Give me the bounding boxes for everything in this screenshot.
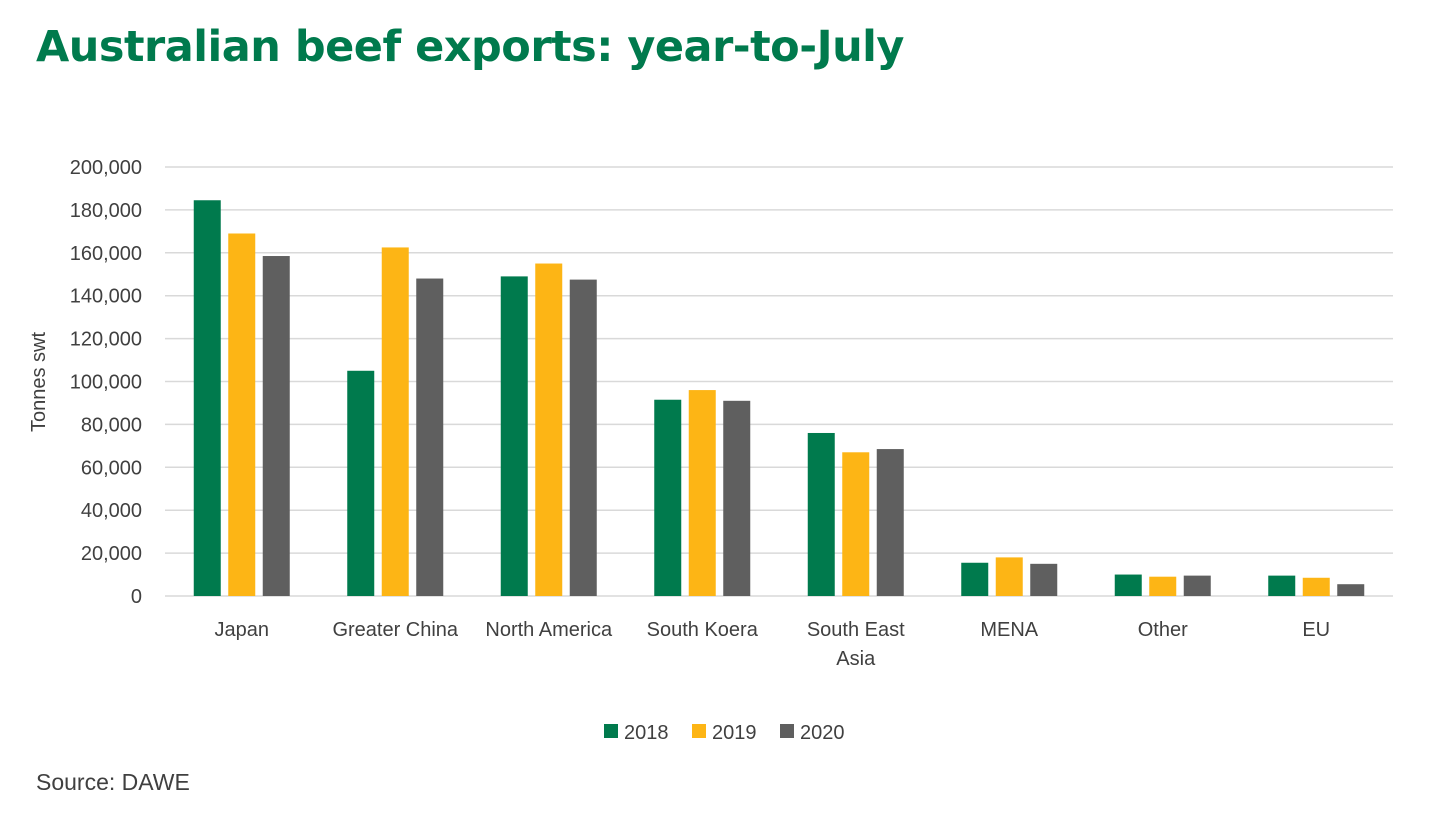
bar-2020 — [1030, 563, 1058, 596]
x-category-label: Japan — [215, 619, 270, 641]
legend-label-2020: 2020 — [800, 722, 845, 744]
bar-2019 — [381, 247, 409, 596]
bar-2018 — [500, 276, 528, 596]
bar-2020 — [876, 449, 904, 596]
bar-2018 — [193, 200, 221, 596]
bar-2019 — [228, 233, 256, 596]
chart-title: Australian beef exports: year-to-July — [36, 22, 904, 72]
y-axis-tick-labels: 0 20,000 40,000 60,000 80,000 100,000 120,000 1… — [70, 157, 142, 608]
x-category-label: South East Asia — [807, 619, 905, 670]
legend-label-2019: 2019 — [712, 722, 757, 744]
bar-2018 — [347, 370, 375, 596]
y-tick-label: 120,000 — [70, 329, 142, 351]
legend-swatch-2018 — [604, 724, 618, 738]
legend: 2018 2019 2020 — [604, 722, 845, 744]
bars — [193, 200, 1365, 596]
bar-2019 — [842, 452, 870, 596]
x-axis-category-labels: Japan Greater China North America South Koe… — [215, 619, 1331, 670]
x-category-label: MENA — [980, 619, 1038, 641]
bar-2018 — [1114, 574, 1142, 596]
bar-2020 — [723, 400, 751, 596]
bar-2019 — [535, 263, 563, 596]
y-tick-label: 20,000 — [81, 543, 142, 565]
y-tick-label: 80,000 — [81, 414, 142, 436]
bar-2020 — [416, 278, 444, 596]
x-category-label: EU — [1302, 619, 1330, 641]
x-category-label: North America — [485, 619, 613, 641]
source-note: Source: DAWE — [36, 769, 190, 795]
bar-2018 — [1268, 575, 1296, 596]
bar-2020 — [262, 256, 290, 596]
bar-2020 — [569, 279, 597, 596]
y-tick-label: 140,000 — [70, 286, 142, 308]
y-tick-label: 100,000 — [70, 372, 142, 394]
bar-2020 — [1183, 575, 1211, 596]
y-tick-label: 40,000 — [81, 500, 142, 522]
legend-swatch-2019 — [692, 724, 706, 738]
x-category-label: Greater China — [332, 619, 458, 641]
y-tick-label: 0 — [131, 586, 142, 608]
legend-swatch-2020 — [780, 724, 794, 738]
y-tick-label: 60,000 — [81, 457, 142, 479]
x-category-label: Other — [1138, 619, 1188, 641]
bar-2019 — [688, 390, 716, 596]
bar-2018 — [807, 432, 835, 596]
y-axis-title: Tonnes swt — [28, 332, 50, 432]
bar-2018 — [961, 562, 989, 596]
legend-label-2018: 2018 — [624, 722, 669, 744]
y-tick-label: 160,000 — [70, 243, 142, 265]
y-tick-label: 200,000 — [70, 157, 142, 179]
bar-2018 — [654, 399, 682, 596]
bar-2019 — [995, 557, 1023, 596]
x-category-label: South Koera — [647, 619, 759, 641]
bar-2019 — [1302, 577, 1330, 596]
y-tick-label: 180,000 — [70, 200, 142, 222]
bar-2019 — [1149, 576, 1177, 596]
bar-2020 — [1337, 584, 1365, 596]
